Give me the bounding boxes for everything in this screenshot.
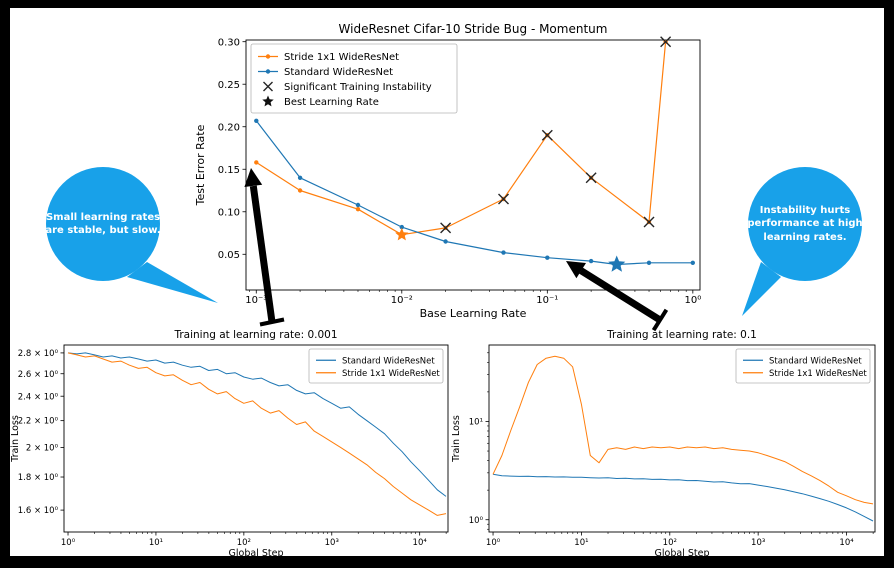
legend-label: Stride 1x1 WideResNet — [342, 369, 440, 379]
legend: Standard WideResNet Stride 1x1 WideResNet — [735, 348, 871, 384]
x-axis-label: Global Step — [655, 548, 710, 559]
y-tick-label: 2.2 × 10⁰ — [18, 417, 59, 427]
x-tick-label: 10⁰ — [61, 538, 76, 548]
x-tick-label: 10¹ — [149, 538, 163, 548]
instability-x-marker — [660, 36, 672, 48]
legend-label: Best Learning Rate — [284, 97, 379, 108]
x-tick-label: 10⁴ — [413, 538, 428, 548]
y-tick-label: 2.8 × 10⁰ — [18, 349, 59, 359]
x-axis-label: Base Learning Rate — [420, 307, 527, 320]
best-lr-star-marker — [395, 227, 409, 241]
x-tick-label: 10⁻¹ — [536, 295, 558, 306]
instability-x-marker — [643, 216, 655, 228]
axes: 10⁰ 10¹ 10² 10³ 10⁴ 2.8 × 10⁰ 2.6 × 10⁰ 2.4 × 1… — [18, 344, 449, 548]
series-standard-wideresnet — [254, 118, 695, 267]
instability-x-marker — [263, 81, 273, 92]
top-chart-test-error-vs-lr: 10⁻³ 10⁻² 10⁻¹ 10⁰ 0.05 0.10 0.15 0.20 0.25 0.30 W… — [194, 22, 701, 320]
bottom-left-chart-train-loss-lr-0.001: 10⁰ 10¹ 10² 10³ 10⁴ 2.8 × 10⁰ 2.6 × 10⁰ 2.4 × 1… — [10, 329, 449, 559]
chart-title: Training at learning rate: 0.001 — [173, 329, 337, 341]
callout-text-line: are stable, but slow. — [45, 225, 161, 236]
y-axis-label: Train Loss — [10, 415, 21, 463]
y-tick-label: 0.20 — [218, 122, 240, 133]
callout-text-line: Instability hurts — [759, 204, 851, 216]
x-tick-label: 10² — [663, 538, 677, 548]
x-tick-label: 10⁻³ — [245, 295, 267, 306]
y-tick-label: 10¹ — [469, 418, 483, 428]
instability-x-marker — [440, 222, 452, 234]
legend-label: Standard WideResNet — [769, 356, 862, 366]
series-stride-1x1-wideresnet — [492, 355, 874, 505]
y-tick-label: 0.05 — [218, 250, 240, 261]
x-tick-label: 10⁰ — [684, 295, 701, 306]
legend-label: Standard WideResNet — [342, 356, 435, 366]
y-axis-label: Test Error Rate — [194, 124, 207, 206]
x-axis-label: Global Step — [229, 548, 284, 559]
callout-instability-hurts: Instability hurts performance at high le… — [747, 167, 863, 281]
x-tick-label: 10⁴ — [839, 538, 854, 548]
y-tick-label: 0.30 — [218, 37, 240, 48]
callout-small-learning-rates: Small learning rates are stable, but slo… — [45, 167, 161, 281]
series-standard-wideresnet — [492, 473, 874, 522]
legend-star-sample — [262, 95, 274, 107]
legend: Standard WideResNet Stride 1x1 WideResNet — [308, 348, 444, 384]
x-tick-label: 10³ — [751, 538, 765, 548]
x-tick-label: 10⁰ — [486, 538, 501, 548]
series-stride-1x1-wideresnet — [67, 352, 447, 516]
y-tick-label: 2.6 × 10⁰ — [18, 370, 59, 380]
legend-label: Stride 1x1 WideResNet — [769, 369, 867, 379]
callout-text-line: learning rates. — [763, 231, 847, 243]
y-tick-label: 0.25 — [218, 80, 240, 91]
callout-text-line: Small learning rates — [45, 211, 161, 223]
series-standard-wideresnet — [67, 352, 447, 497]
legend-label: Significant Training Instability — [284, 82, 432, 93]
instability-x-marker — [498, 193, 510, 205]
y-tick-label: 1.8 × 10⁰ — [18, 473, 59, 483]
x-tick-label: 10⁻² — [391, 295, 413, 306]
bottom-right-chart-train-loss-lr-0.1: 10⁰ 10¹ 10² 10³ 10⁴ 10¹ 10⁰ Training at learnin… — [451, 329, 876, 559]
legend-label: Stride 1x1 WideResNet — [284, 52, 399, 63]
y-tick-label: 1.6 × 10⁰ — [18, 506, 59, 516]
y-tick-label: 0.15 — [218, 165, 240, 176]
y-tick-label: 10⁰ — [469, 516, 484, 526]
instability-x-marker — [541, 129, 553, 141]
instability-x-marker — [585, 172, 597, 184]
x-tick-label: 10³ — [325, 538, 339, 548]
chart-title: Training at learning rate: 0.1 — [606, 329, 757, 341]
axes: 10⁰ 10¹ 10² 10³ 10⁴ 10¹ 10⁰ — [469, 344, 876, 548]
callout-text-line: performance at high — [747, 218, 863, 230]
legend: Stride 1x1 WideResNet Standard WideResNet… — [250, 43, 458, 114]
y-axis-label: Train Loss — [451, 415, 462, 463]
best-lr-star-marker — [608, 255, 626, 272]
legend-label: Standard WideResNet — [284, 67, 393, 78]
chart-title: WideResnet Cifar-10 Stride Bug - Momentu… — [339, 22, 608, 36]
x-tick-label: 10¹ — [574, 538, 588, 548]
y-tick-label: 0.10 — [218, 207, 240, 218]
y-tick-label: 2 × 10⁰ — [26, 443, 59, 453]
y-tick-label: 2.4 × 10⁰ — [18, 392, 59, 402]
x-tick-label: 10² — [237, 538, 251, 548]
